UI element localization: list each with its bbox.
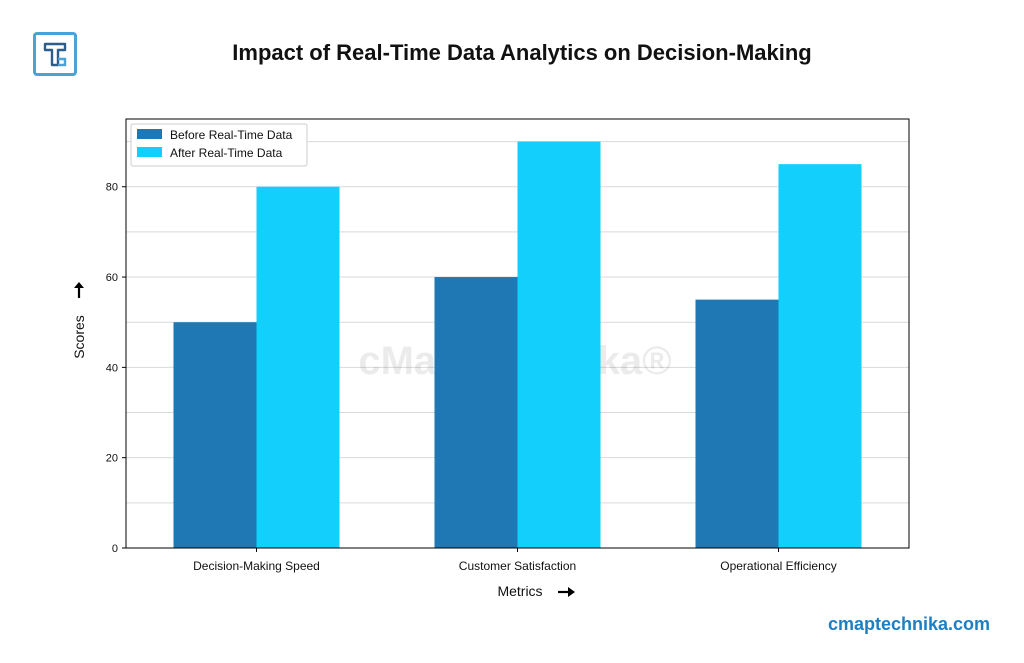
y-tick-label: 20 [106,453,118,465]
logo-icon [33,32,77,76]
bar-before-3 [695,299,779,548]
legend-swatch-after [137,147,162,157]
x-axis-label-text: Metrics [497,583,542,599]
y-tick-label: 80 [106,182,118,194]
legend-swatch-before [137,129,162,139]
y-axis-label: Scores [71,282,87,359]
bar-after-1 [256,186,340,548]
bar-after-3 [778,164,862,548]
arrow-right-icon [558,587,575,597]
y-tick-label: 0 [112,543,118,555]
legend: Before Real-Time Data After Real-Time Dat… [130,123,308,167]
legend-label: Before Real-Time Data [170,128,293,142]
x-axis-label: Metrics [497,583,575,599]
bar-before-1 [173,322,257,548]
y-tick-label: 60 [106,272,118,284]
x-axis-ticks: Decision-Making Speed Customer Satisfacti… [193,548,837,573]
arrow-up-icon [74,282,84,298]
x-tick-label: Decision-Making Speed [193,559,320,573]
y-tick-label: 40 [106,362,118,374]
brand-url[interactable]: cmaptechnika.com [827,614,990,634]
bars [173,141,862,548]
y-axis-ticks: 0 20 40 60 80 [106,182,126,555]
chart-title: Impact of Real-Time Data Analytics on De… [232,40,812,65]
bar-after-2 [517,141,601,548]
legend-label: After Real-Time Data [170,146,283,160]
x-tick-label: Operational Efficiency [720,559,837,573]
x-tick-label: Customer Satisfaction [459,559,576,573]
y-axis-label-text: Scores [71,315,87,359]
bar-before-2 [434,277,518,548]
